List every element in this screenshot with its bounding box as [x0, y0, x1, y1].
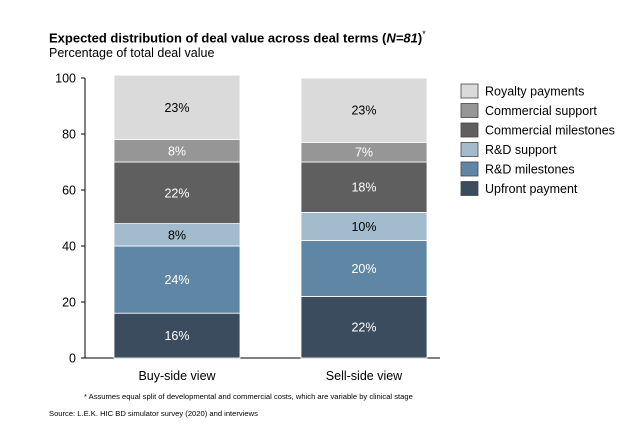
y-tick-label-100: 100: [55, 72, 76, 86]
source-note: Source: L.E.K. HIC BD simulator survey (…: [49, 409, 258, 418]
legend-label-0: Royalty payments: [485, 85, 584, 99]
footnote: * Assumes equal split of developmental a…: [84, 392, 413, 401]
bar-label-1-4: 7%: [355, 146, 373, 160]
bar-label-1-5: 23%: [351, 104, 376, 118]
y-tick-label-80: 80: [62, 128, 76, 142]
stacked-bar-chart: 0 20 40 60 80 100 16% 24% 8% 22% 8% 23% Buy-side vie…: [55, 72, 615, 384]
y-tick-label-20: 20: [62, 296, 76, 310]
bar-label-1-1: 20%: [351, 262, 376, 276]
bar-label-0-4: 8%: [168, 144, 186, 158]
bar-segment-1-5: [300, 77, 428, 143]
y-tick-label-0: 0: [69, 352, 76, 366]
chart-title-main: Expected distribution of deal value acro…: [49, 30, 387, 46]
bar-segment-1-1: [300, 239, 428, 297]
chart-title-n: N=81: [386, 30, 418, 46]
bar-label-0-1: 24%: [164, 273, 189, 287]
chart-title: Expected distribution of deal value acro…: [49, 29, 426, 45]
legend-swatch-0: [460, 83, 479, 99]
bar-segment-1-3: [300, 161, 428, 213]
legend-label-3: R&D support: [485, 143, 557, 157]
legend-label-5: Upfront payment: [485, 182, 578, 196]
legend-swatch-5: [460, 181, 479, 196]
bar-label-1-3: 18%: [351, 181, 376, 195]
legend-label-1: Commercial support: [485, 104, 597, 118]
legend-swatch-3: [460, 142, 479, 157]
bar-segment-1-0: [300, 295, 428, 359]
x-category-label-1: Sell-side view: [326, 369, 403, 383]
legend-swatch-2: [460, 122, 479, 138]
bar-label-1-0: 22%: [351, 321, 376, 335]
bar-label-0-5: 23%: [164, 101, 189, 115]
y-tick-label-40: 40: [62, 240, 76, 254]
chart-title-close: ): [417, 30, 423, 46]
bar-label-0-0: 16%: [164, 329, 189, 343]
legend-swatch-4: [460, 161, 479, 177]
bar-label-0-3: 22%: [164, 186, 189, 200]
legend-label-2: Commercial milestones: [485, 124, 615, 138]
x-category-label-0: Buy-side view: [138, 369, 216, 383]
chart-title-marker: *: [422, 29, 426, 39]
legend-swatch-1: [460, 103, 479, 118]
bar-label-1-2: 10%: [351, 220, 376, 234]
bar-segment-0-3: [113, 161, 241, 224]
bar-segment-0-5: [113, 74, 241, 140]
bar-label-0-2: 8%: [168, 228, 186, 242]
legend-label-4: R&D milestones: [485, 163, 575, 177]
y-tick-label-60: 60: [62, 184, 76, 198]
bar-segment-1-2: [300, 211, 428, 241]
chart-subtitle: Percentage of total deal value: [49, 46, 215, 60]
